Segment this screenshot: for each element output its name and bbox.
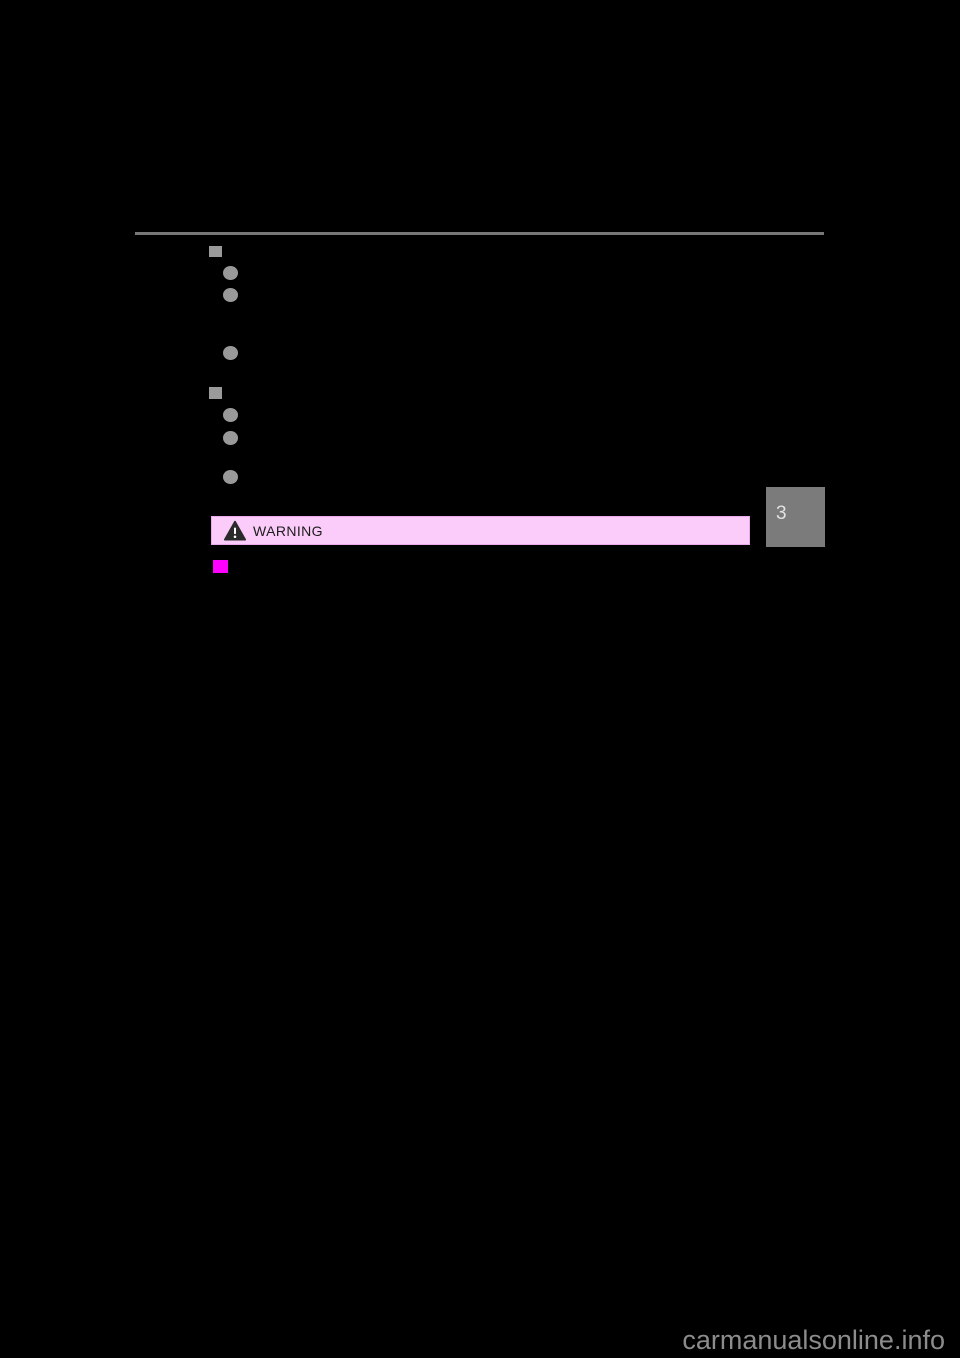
chapter-tab: 3 [766, 487, 825, 547]
list-bullet-icon [223, 470, 238, 484]
chapter-tab-number: 3 [776, 503, 787, 524]
accent-square-icon [213, 560, 228, 573]
warning-triangle-icon [224, 520, 246, 541]
list-bullet-icon [223, 346, 238, 360]
section-square-icon [209, 246, 222, 257]
list-bullet-icon [223, 266, 238, 280]
header-divider [135, 232, 824, 235]
list-bullet-icon [223, 288, 238, 302]
watermark-link[interactable]: carmanualsonline.info [682, 1325, 945, 1355]
list-bullet-icon [223, 431, 238, 445]
warning-banner: WARNING [211, 516, 750, 545]
warning-label: WARNING [253, 522, 323, 539]
section-square-icon [209, 387, 222, 399]
list-bullet-icon [223, 408, 238, 422]
